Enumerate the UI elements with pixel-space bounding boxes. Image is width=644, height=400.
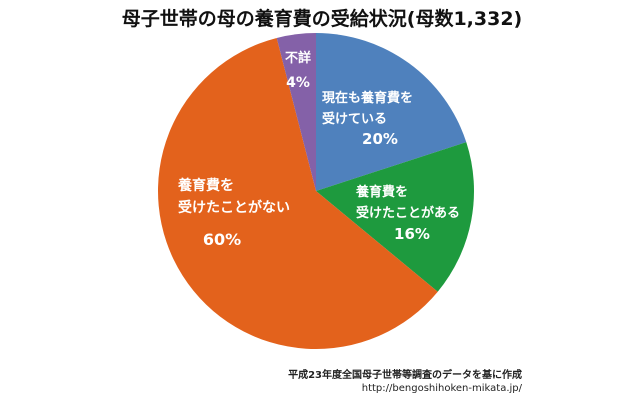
slice-label-receiving-now: 現在も養育費を [322, 90, 413, 106]
pie-slice-received-before [316, 142, 475, 292]
slice-value-never-received: 60% [203, 230, 241, 249]
source-note: 平成23年度全国母子世帯等調査のデータを基に作成 [288, 370, 522, 381]
source-url: http://bengoshihoken-mikata.jp/ [361, 383, 522, 394]
pie-slice-receiving-now [316, 33, 467, 191]
slice-label-never-received: 受けたことがない [178, 199, 290, 216]
pie-slice-never-received [158, 37, 438, 349]
chart-title: 母子世帯の母の養育費の受給状況(母数1,332) [121, 8, 523, 30]
slice-value-receiving-now: 20% [362, 130, 398, 148]
slice-value-received-before: 16% [394, 225, 430, 243]
slice-label-unknown: 不詳 [285, 50, 311, 66]
slice-label-receiving-now: 受けている [322, 111, 387, 127]
slice-label-group-unknown: 不詳 4% [285, 50, 311, 91]
slice-label-received-before: 受けたことがある [356, 205, 460, 221]
pie-slice-unknown [276, 33, 316, 191]
slice-label-never-received: 養育費を [177, 177, 234, 194]
slice-value-unknown: 4% [286, 75, 310, 91]
slice-label-received-before: 養育費を [355, 184, 408, 200]
